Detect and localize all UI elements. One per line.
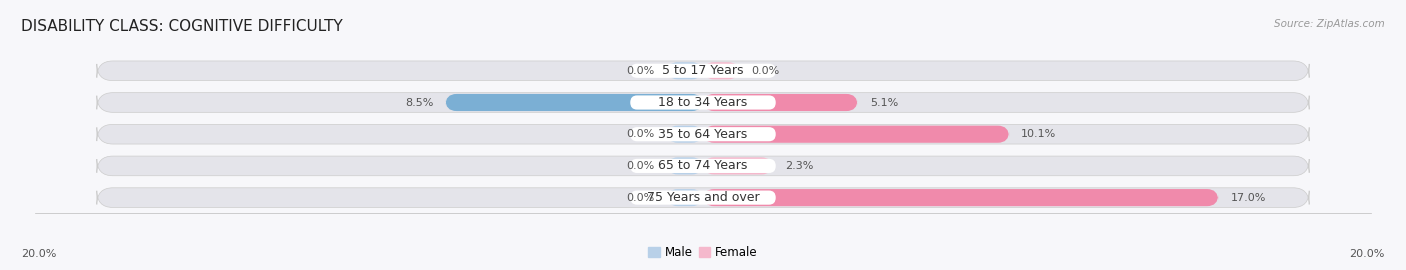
- FancyBboxPatch shape: [666, 189, 703, 206]
- FancyBboxPatch shape: [666, 126, 703, 143]
- Text: 5 to 17 Years: 5 to 17 Years: [662, 64, 744, 77]
- FancyBboxPatch shape: [97, 61, 1309, 81]
- Text: 2.3%: 2.3%: [785, 161, 813, 171]
- Text: 8.5%: 8.5%: [405, 97, 433, 107]
- FancyBboxPatch shape: [666, 157, 703, 174]
- Text: 65 to 74 Years: 65 to 74 Years: [658, 159, 748, 173]
- Text: 0.0%: 0.0%: [626, 129, 655, 139]
- Text: 35 to 64 Years: 35 to 64 Years: [658, 128, 748, 141]
- Text: 0.0%: 0.0%: [626, 193, 655, 202]
- FancyBboxPatch shape: [630, 64, 776, 78]
- FancyBboxPatch shape: [630, 127, 776, 141]
- Text: 20.0%: 20.0%: [1350, 249, 1385, 259]
- FancyBboxPatch shape: [703, 126, 1010, 143]
- Text: 10.1%: 10.1%: [1021, 129, 1056, 139]
- FancyBboxPatch shape: [97, 156, 1309, 176]
- Text: 0.0%: 0.0%: [626, 66, 655, 76]
- Text: 75 Years and over: 75 Years and over: [647, 191, 759, 204]
- FancyBboxPatch shape: [630, 159, 776, 173]
- FancyBboxPatch shape: [703, 62, 740, 79]
- FancyBboxPatch shape: [630, 95, 776, 110]
- Text: 20.0%: 20.0%: [21, 249, 56, 259]
- FancyBboxPatch shape: [703, 189, 1218, 206]
- FancyBboxPatch shape: [703, 94, 858, 111]
- Text: 17.0%: 17.0%: [1230, 193, 1265, 202]
- FancyBboxPatch shape: [97, 93, 1309, 112]
- FancyBboxPatch shape: [630, 191, 776, 205]
- FancyBboxPatch shape: [703, 157, 773, 174]
- Text: 0.0%: 0.0%: [626, 161, 655, 171]
- Text: Source: ZipAtlas.com: Source: ZipAtlas.com: [1274, 19, 1385, 29]
- Legend: Male, Female: Male, Female: [644, 241, 762, 264]
- Text: DISABILITY CLASS: COGNITIVE DIFFICULTY: DISABILITY CLASS: COGNITIVE DIFFICULTY: [21, 19, 343, 34]
- FancyBboxPatch shape: [97, 188, 1309, 207]
- Text: 18 to 34 Years: 18 to 34 Years: [658, 96, 748, 109]
- FancyBboxPatch shape: [97, 124, 1309, 144]
- Text: 5.1%: 5.1%: [870, 97, 898, 107]
- FancyBboxPatch shape: [446, 94, 703, 111]
- Text: 0.0%: 0.0%: [751, 66, 780, 76]
- FancyBboxPatch shape: [666, 62, 703, 79]
